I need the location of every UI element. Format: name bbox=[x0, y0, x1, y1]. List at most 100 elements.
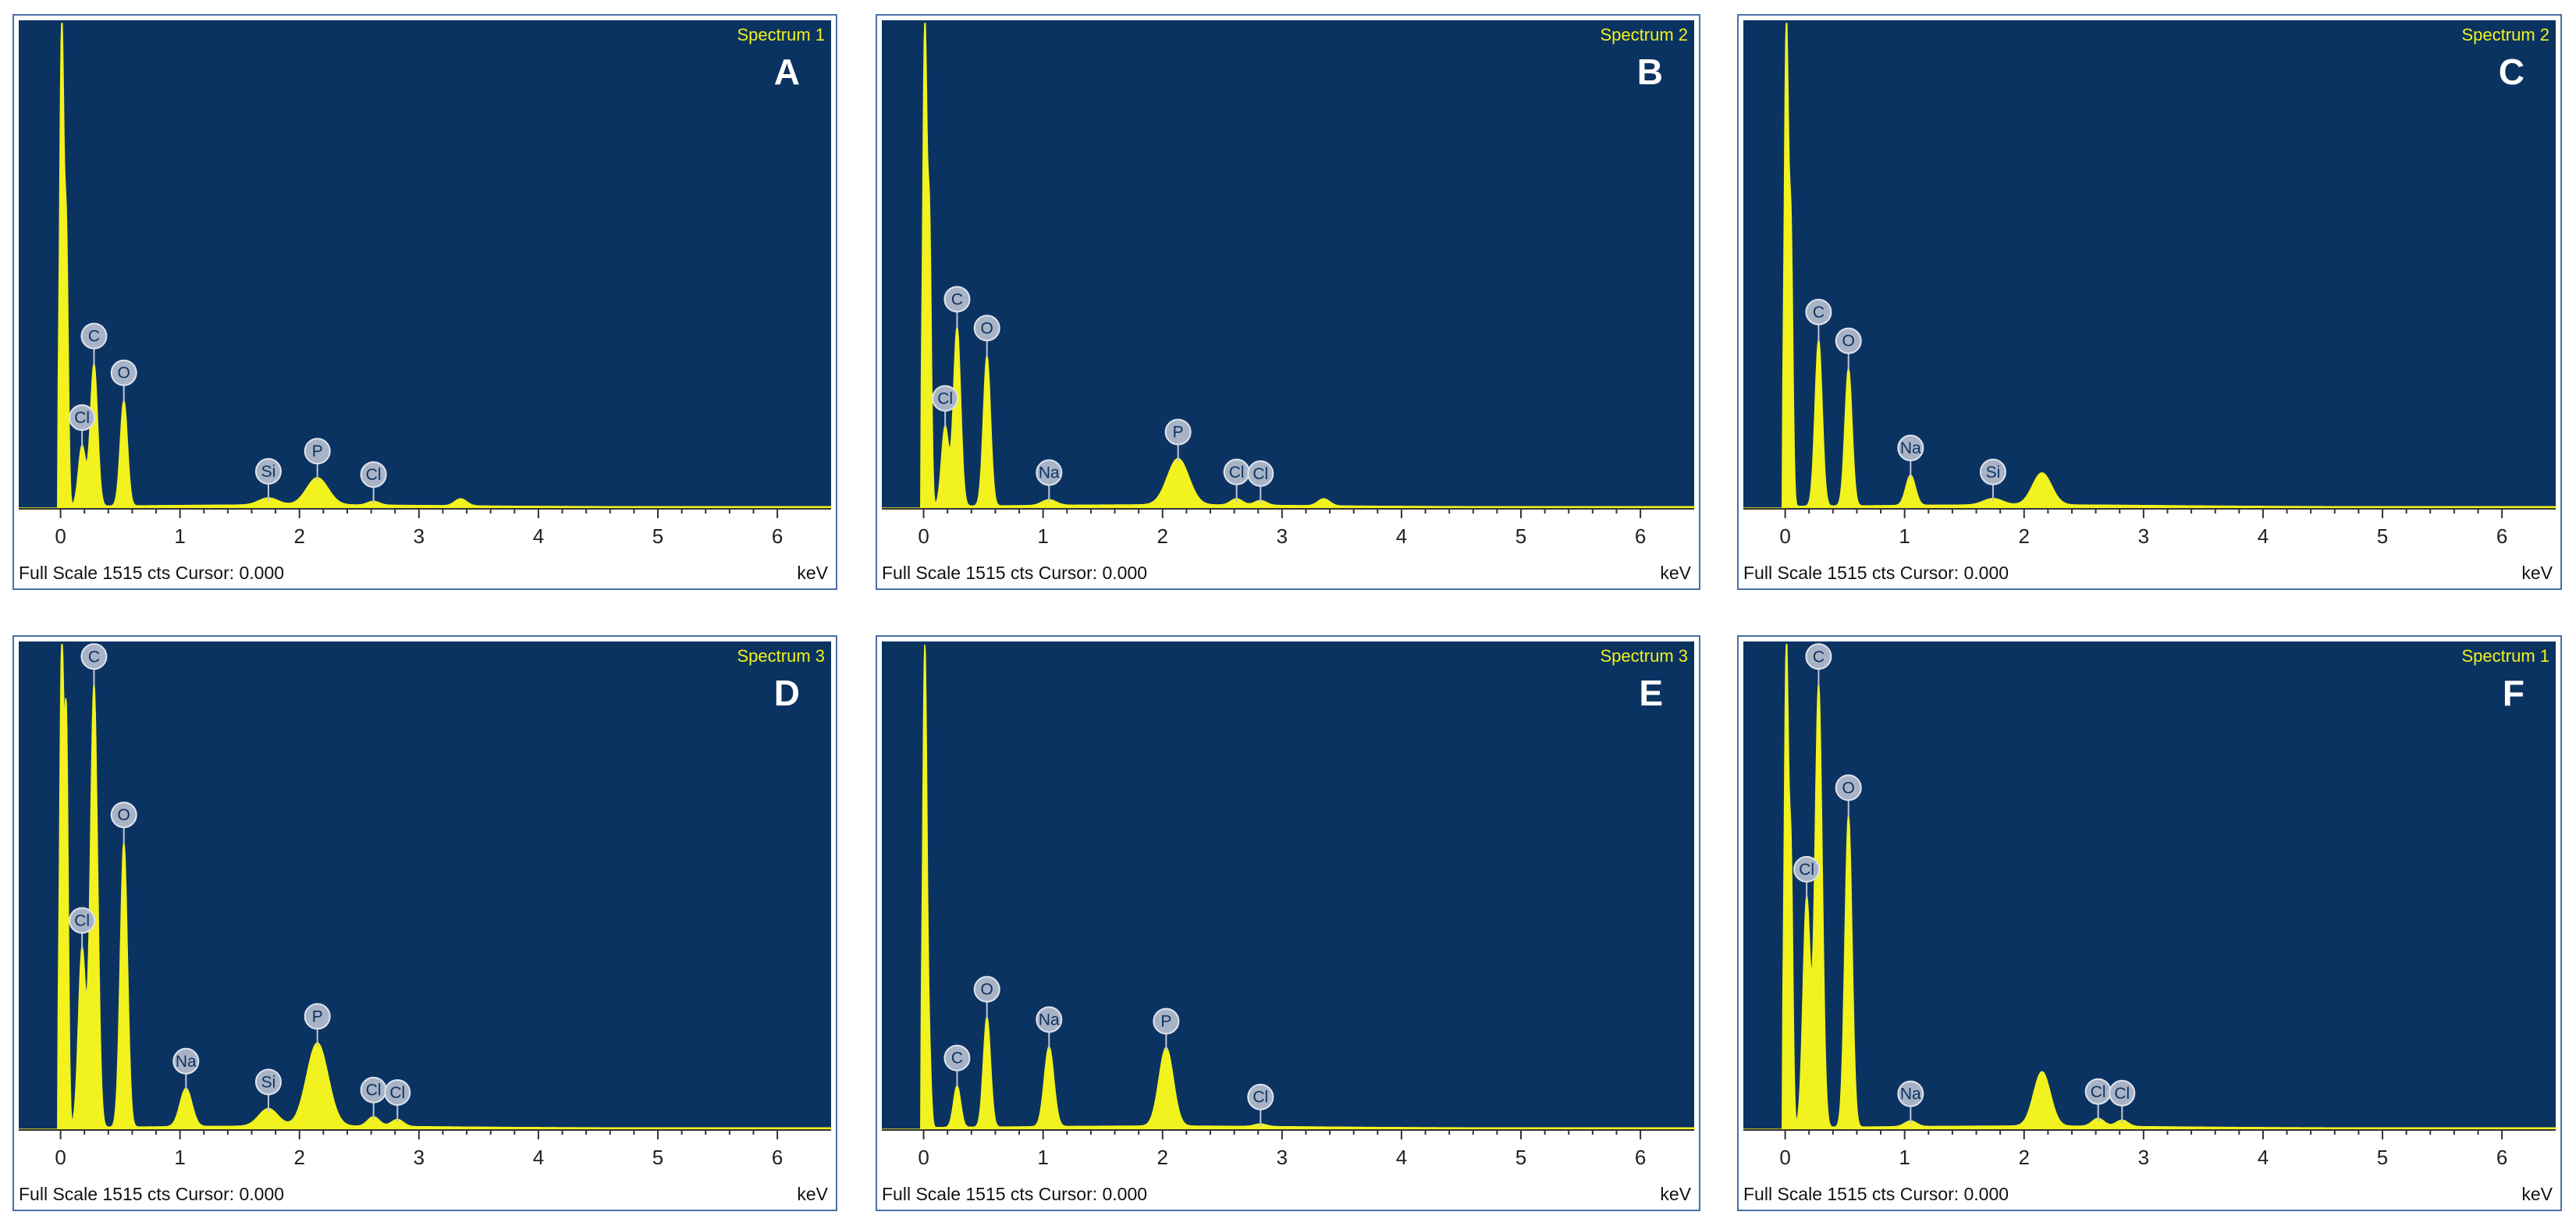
element-label: Cl bbox=[74, 409, 90, 427]
spectrum-title: Spectrum 3 bbox=[737, 646, 826, 666]
element-marker: Na bbox=[172, 1047, 200, 1091]
element-marker: P bbox=[304, 438, 331, 482]
element-label: Cl bbox=[389, 1084, 405, 1102]
x-tick-label: 6 bbox=[2496, 524, 2507, 548]
marker-badge bbox=[384, 1079, 411, 1106]
footer-status: Full Scale 1515 cts Cursor: 0.000 bbox=[1743, 1184, 2009, 1204]
element-label: Cl bbox=[937, 390, 953, 408]
marker-badge bbox=[69, 907, 96, 934]
marker-badge bbox=[110, 359, 137, 386]
x-tick-label: 3 bbox=[2138, 1146, 2149, 1169]
spectrum-title: Spectrum 3 bbox=[1601, 646, 1689, 666]
element-label: P bbox=[312, 442, 323, 460]
element-marker: C bbox=[1805, 643, 1832, 687]
element-label: Cl bbox=[74, 912, 90, 929]
element-marker: Na bbox=[1036, 459, 1063, 503]
x-tick-label: 4 bbox=[1396, 524, 1407, 548]
marker-badge bbox=[172, 1047, 200, 1075]
x-tick-label: 5 bbox=[1515, 524, 1526, 548]
marker-badge bbox=[80, 322, 108, 350]
x-tick-label: 1 bbox=[1899, 1146, 1910, 1169]
x-tick-label: 4 bbox=[533, 1146, 544, 1169]
element-label: Cl bbox=[1229, 464, 1245, 482]
marker-badge bbox=[2109, 1079, 2136, 1107]
x-tick-label: 6 bbox=[772, 524, 783, 548]
x-tick-label: 3 bbox=[2138, 524, 2149, 548]
element-label: O bbox=[981, 981, 993, 999]
element-label: Na bbox=[1900, 1086, 1921, 1103]
marker-badge bbox=[80, 643, 108, 670]
x-tick-label: 4 bbox=[533, 524, 544, 548]
spectrum-chart: C O Na P Cl Spectrum 3 E 0 1 2 3 4 5 6 Full Scale 1515… bbox=[876, 635, 1700, 1211]
spectrum-panel-f: Cl C O Na Cl Cl Spectrum 1 F 0 1 2 3 4 5 6 Full Scale 1… bbox=[1737, 635, 2562, 1211]
x-axis-unit: keV bbox=[1660, 563, 1691, 583]
x-tick-label: 6 bbox=[772, 1146, 783, 1169]
element-label: Na bbox=[1039, 464, 1060, 482]
footer-status: Full Scale 1515 cts Cursor: 0.000 bbox=[1743, 563, 2009, 583]
marker-badge bbox=[69, 404, 96, 432]
spectrum-panel-b: Cl C O Na P Cl Cl Spectrum 2 B 0 1 2 3 4 5 6 Full Scale … bbox=[876, 14, 1700, 590]
x-tick-label: 0 bbox=[55, 524, 66, 548]
marker-badge bbox=[1153, 1007, 1180, 1035]
element-marker: Si bbox=[254, 457, 282, 501]
element-label: Cl bbox=[1252, 1089, 1268, 1107]
element-marker: O bbox=[110, 359, 137, 403]
element-label: P bbox=[312, 1007, 323, 1025]
marker-badge bbox=[1835, 327, 1862, 354]
element-label: Na bbox=[176, 1053, 197, 1071]
element-label: P bbox=[1160, 1013, 1171, 1031]
x-tick-label: 2 bbox=[294, 524, 305, 548]
x-axis-unit: keV bbox=[797, 563, 828, 583]
element-label: C bbox=[88, 328, 100, 346]
x-tick-label: 1 bbox=[174, 524, 185, 548]
element-marker: Cl bbox=[360, 1076, 387, 1120]
element-marker: Cl bbox=[1223, 458, 1250, 502]
x-tick-label: 1 bbox=[174, 1146, 185, 1169]
marker-badge bbox=[1835, 774, 1862, 801]
marker-badge bbox=[1793, 855, 1821, 883]
marker-badge bbox=[1979, 458, 2006, 485]
element-marker: O bbox=[110, 801, 137, 845]
marker-badge bbox=[254, 1068, 282, 1096]
marker-badge bbox=[1897, 435, 1924, 462]
element-marker: Na bbox=[1897, 1080, 1924, 1124]
element-label: O bbox=[1842, 332, 1855, 350]
element-marker: C bbox=[943, 286, 971, 329]
x-tick-label: 2 bbox=[2019, 524, 2030, 548]
element-label: C bbox=[88, 648, 100, 666]
footer-status: Full Scale 1515 cts Cursor: 0.000 bbox=[882, 563, 1147, 583]
spectrum-title: Spectrum 1 bbox=[2462, 646, 2550, 666]
x-tick-label: 5 bbox=[2377, 1146, 2388, 1169]
element-marker: Na bbox=[1897, 435, 1924, 478]
plot-background bbox=[19, 641, 831, 1129]
x-tick-label: 6 bbox=[1635, 1146, 1646, 1169]
footer-status: Full Scale 1515 cts Cursor: 0.000 bbox=[882, 1184, 1147, 1204]
element-marker: O bbox=[973, 975, 1000, 1019]
element-marker: Cl bbox=[1793, 855, 1821, 899]
x-tick-label: 6 bbox=[1635, 524, 1646, 548]
spectrum-panel-d: Cl C O Na Si P Cl Cl Spectrum 3 D 0 1 2 3 4 5 6 Full Scal… bbox=[12, 635, 837, 1211]
element-label: Na bbox=[1039, 1011, 1060, 1029]
panel-letter: B bbox=[1637, 52, 1663, 92]
element-label: Si bbox=[261, 1073, 276, 1091]
marker-badge bbox=[1036, 459, 1063, 486]
spectrum-chart: Cl CO Na P Cl Cl Spectrum 2 B 0 1 2 3 4 5 6 Full Scale … bbox=[876, 14, 1700, 590]
element-label: Cl bbox=[1799, 861, 1814, 879]
element-label: Cl bbox=[366, 1082, 382, 1100]
x-tick-label: 0 bbox=[1779, 524, 1790, 548]
footer-status: Full Scale 1515 cts Cursor: 0.000 bbox=[19, 1184, 284, 1204]
x-tick-label: 2 bbox=[2019, 1146, 2030, 1169]
panel-letter: E bbox=[1639, 673, 1663, 713]
x-tick-label: 5 bbox=[652, 524, 663, 548]
x-tick-label: 3 bbox=[414, 524, 425, 548]
element-label: P bbox=[1173, 424, 1184, 442]
x-tick-label: 2 bbox=[1157, 1146, 1168, 1169]
element-marker: P bbox=[304, 1003, 331, 1047]
marker-badge bbox=[943, 286, 971, 313]
plot-background bbox=[19, 20, 831, 508]
x-tick-label: 5 bbox=[652, 1146, 663, 1169]
marker-badge bbox=[1805, 298, 1832, 325]
element-label: Na bbox=[1900, 439, 1921, 457]
x-tick-label: 1 bbox=[1899, 524, 1910, 548]
